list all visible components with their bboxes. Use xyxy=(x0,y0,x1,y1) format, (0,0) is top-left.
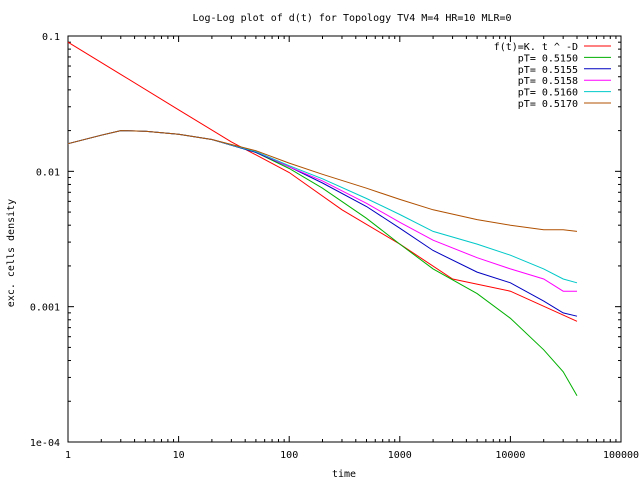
legend-label: f(t)=K. t ^ -D xyxy=(494,42,578,53)
series-line-3 xyxy=(67,130,577,292)
y-tick-label: 0.001 xyxy=(30,303,60,314)
legend-label: pT= 0.5170 xyxy=(518,99,578,110)
series-line-1 xyxy=(67,130,578,396)
plot-frame xyxy=(67,35,622,443)
x-tick-label: 10000 xyxy=(495,450,525,461)
legend-label: pT= 0.5150 xyxy=(518,53,578,64)
x-axis-label: time xyxy=(332,469,356,480)
y-tick-label: 0.1 xyxy=(42,32,60,43)
x-tick-label: 1000 xyxy=(388,450,412,461)
y-axis-label: exc. cells density xyxy=(6,199,17,307)
x-tick-label: 10 xyxy=(173,450,185,461)
legend-label: pT= 0.5155 xyxy=(518,65,578,76)
series-line-4 xyxy=(67,130,578,284)
legend-label: pT= 0.5158 xyxy=(518,76,578,87)
x-tick-label: 100 xyxy=(280,450,298,461)
chart-title: Log-Log plot of d(t) for Topology TV4 M=… xyxy=(192,13,511,24)
series-line-5 xyxy=(67,130,578,232)
series-group xyxy=(67,41,578,396)
series-line-0 xyxy=(67,41,578,322)
x-tick-label: 1 xyxy=(65,450,71,461)
legend-label: pT= 0.5160 xyxy=(518,88,578,99)
y-tick-label: 0.01 xyxy=(36,167,60,178)
y-tick-label: 1e-04 xyxy=(30,438,60,449)
x-tick-label: 100000 xyxy=(603,450,639,461)
